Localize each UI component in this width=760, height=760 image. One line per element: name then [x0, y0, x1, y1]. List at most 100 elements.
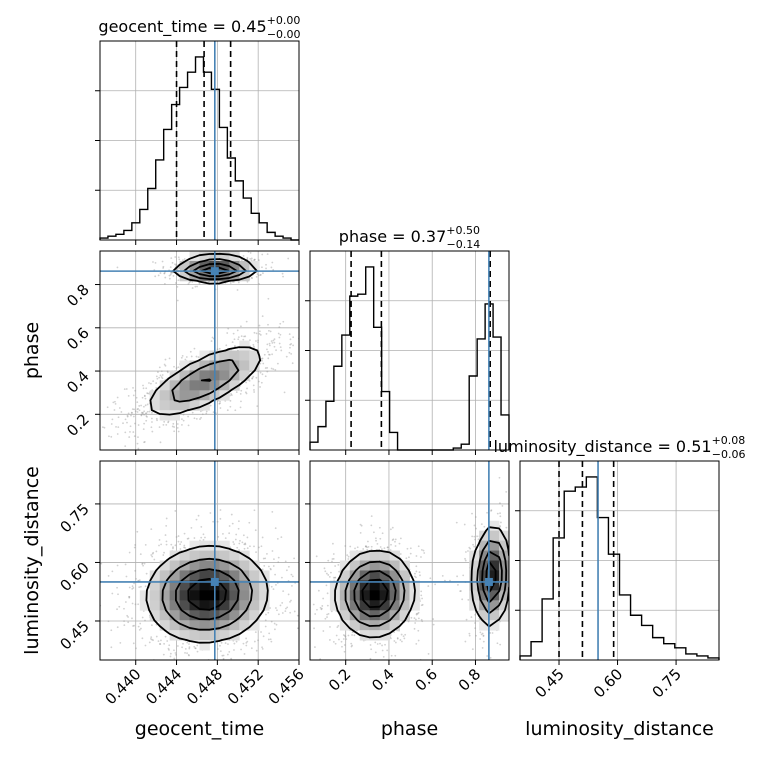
sample-point: [170, 272, 172, 274]
sample-point: [499, 524, 501, 527]
axes-frame: [99, 460, 300, 661]
sample-point: [343, 650, 346, 653]
sample-point: [140, 404, 142, 407]
sample-point: [409, 547, 412, 550]
sample-point: [107, 620, 110, 623]
density-cell: [199, 580, 210, 591]
sample-point: [369, 657, 372, 660]
sample-point: [140, 627, 142, 630]
sample-point: [290, 599, 292, 602]
sample-point: [498, 476, 501, 479]
scatter-panel-geocent_time-vs-phase: 0.20.40.60.8: [63, 250, 321, 455]
sample-point: [144, 404, 147, 407]
sample-point: [158, 366, 161, 369]
sample-point: [403, 637, 406, 640]
sample-point: [344, 635, 347, 638]
density-cell: [169, 600, 180, 611]
sample-point: [474, 622, 476, 624]
sample-point: [114, 400, 116, 403]
sample-point: [170, 543, 173, 546]
sample-point: [291, 575, 294, 578]
density-cell: [239, 270, 250, 282]
sample-point: [399, 537, 402, 540]
sample-point: [374, 641, 377, 644]
sample-point: [281, 612, 284, 614]
sample-point: [343, 634, 346, 637]
density-cell: [199, 270, 210, 282]
sample-point: [181, 423, 183, 426]
sample-point: [103, 426, 106, 429]
density-cell: [249, 590, 260, 601]
sample-point: [195, 417, 198, 420]
sample-point: [122, 422, 124, 425]
sample-point: [155, 417, 158, 420]
sample-point: [413, 617, 416, 620]
sample-point: [282, 320, 285, 323]
sample-point: [135, 396, 138, 399]
sample-point: [351, 634, 353, 636]
density-cell: [239, 340, 250, 351]
sample-point: [136, 442, 139, 445]
sample-point: [164, 534, 167, 536]
sample-point: [111, 592, 114, 595]
sample-point: [374, 651, 377, 654]
sample-point: [260, 357, 263, 360]
sample-point: [258, 330, 261, 333]
sample-point: [420, 590, 423, 593]
sample-point: [165, 517, 168, 520]
y-tick-label: 0.45: [56, 617, 92, 653]
sample-point: [125, 388, 128, 390]
scatter-panel-geocent_time-vs-luminosity_distance: 0.450.600.75: [56, 460, 300, 671]
sample-point: [220, 664, 222, 666]
sample-point: [100, 562, 103, 565]
sample-point: [319, 333, 321, 335]
sample-point: [336, 626, 339, 629]
sample-point: [230, 393, 232, 395]
density-cell: [159, 380, 171, 391]
sample-point: [124, 418, 127, 421]
sample-point: [224, 537, 227, 540]
sample-point: [279, 333, 282, 336]
sample-point: [411, 666, 413, 668]
sample-point: [158, 544, 160, 547]
sample-point: [183, 669, 185, 671]
sample-point: [126, 452, 128, 454]
sample-point: [250, 259, 253, 262]
sample-point: [274, 527, 277, 530]
sample-point: [500, 521, 502, 524]
sample-point: [347, 555, 350, 558]
sample-point: [273, 622, 276, 625]
sample-point: [148, 382, 150, 384]
sample-point: [236, 329, 239, 332]
sample-point: [126, 614, 129, 617]
sample-point: [173, 365, 175, 368]
sample-point: [253, 509, 256, 512]
sample-point: [280, 576, 283, 579]
sample-point: [365, 545, 367, 548]
sample-point: [132, 394, 135, 397]
sample-point: [110, 629, 113, 632]
sample-point: [242, 338, 245, 341]
sample-point: [172, 422, 175, 425]
sample-point: [261, 646, 263, 649]
sample-point: [216, 520, 219, 523]
sample-point: [373, 531, 375, 534]
sample-point: [218, 347, 221, 350]
density-cell: [199, 620, 210, 631]
sample-point: [188, 654, 190, 657]
sample-point: [188, 647, 191, 650]
sample-point: [123, 620, 125, 623]
sample-point: [174, 282, 177, 284]
sample-point: [193, 645, 196, 648]
sample-point: [264, 619, 267, 622]
histogram-phase: [309, 266, 510, 451]
sample-point: [273, 338, 276, 341]
sample-point: [127, 621, 130, 624]
sample-point: [240, 389, 243, 392]
sample-point: [332, 576, 335, 579]
sample-point: [134, 422, 136, 425]
sample-point: [187, 653, 190, 656]
sample-point: [150, 417, 153, 420]
sample-point: [133, 624, 135, 627]
sample-point: [444, 579, 446, 582]
